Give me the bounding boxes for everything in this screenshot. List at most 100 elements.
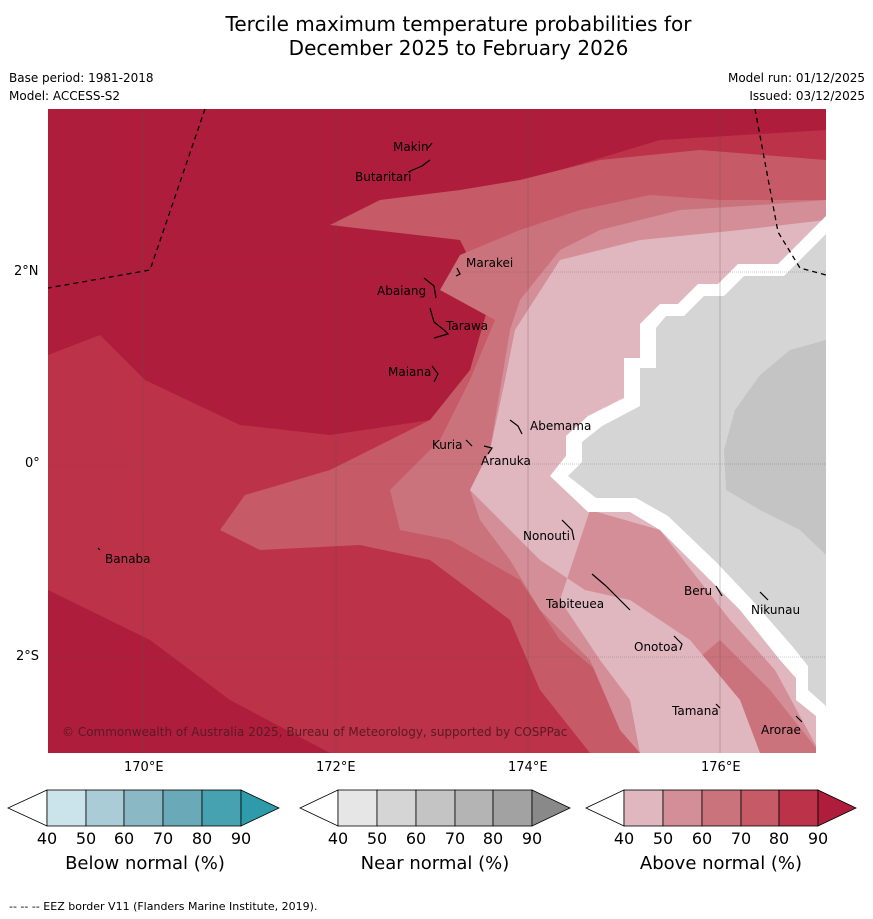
- island-tabiteuea: [591, 573, 631, 611]
- meta-left: Base period: 1981-2018 Model: ACCESS-S2: [9, 69, 154, 105]
- label-beru: Beru: [684, 584, 712, 598]
- tick-below-80: 80: [191, 829, 213, 848]
- label-butaritari: Butaritari: [355, 170, 412, 184]
- tick-near-90: 90: [521, 829, 543, 848]
- model-run: Model run: 01/12/2025: [727, 71, 865, 85]
- place-labels: Makin Butaritari Marakei Abaiang Tarawa …: [62, 140, 801, 739]
- cbar-near-0: [337, 789, 378, 827]
- island-kuria: [465, 439, 473, 447]
- eez-east: [754, 109, 826, 276]
- tick-below-50: 50: [75, 829, 97, 848]
- cbar-above-2: [701, 789, 742, 827]
- eez-west: [48, 109, 206, 289]
- island-tamana: [715, 703, 721, 709]
- near-normal-region: [568, 234, 826, 706]
- cbar-above-3: [740, 789, 780, 827]
- island-abaiang: [423, 277, 437, 299]
- colorbar-near: [299, 789, 571, 827]
- cbar-below-2: [123, 789, 164, 827]
- cbar-near-3: [454, 789, 494, 827]
- tick-below-60: 60: [113, 829, 135, 848]
- label-nikunau: Nikunau: [751, 603, 800, 617]
- cbar-near-max: [531, 789, 571, 827]
- island-banaba: [97, 547, 101, 551]
- island-arorae: [795, 715, 803, 723]
- label-abaiang: Abaiang: [377, 284, 426, 298]
- cbar-near-1: [376, 789, 417, 827]
- island-beru: [715, 585, 723, 597]
- label-marakei: Marakei: [466, 256, 513, 270]
- tick-near-80: 80: [482, 829, 504, 848]
- meta-right: Model run: 01/12/2025 Issued: 03/12/2025: [728, 69, 865, 105]
- tick-near-40: 40: [327, 829, 349, 848]
- cbar-above-min: [585, 789, 625, 827]
- cbar-above-0: [623, 789, 664, 827]
- lat-label-0: 0°: [25, 456, 40, 471]
- gridlines: [48, 109, 826, 753]
- near-normal-inner: [724, 340, 826, 555]
- tick-above-60: 60: [691, 829, 713, 848]
- lon-label-172e: 172°E: [316, 760, 356, 775]
- label-onotoa: Onotoa: [634, 640, 678, 654]
- label-banaba: Banaba: [105, 552, 151, 566]
- label-nonouti: Nonouti: [523, 529, 570, 543]
- cbar-near-2: [415, 789, 456, 827]
- title-line-2: December 2025 to February 2026: [288, 36, 629, 60]
- copyright-text: © Commonwealth of Australia 2025, Bureau…: [62, 725, 567, 739]
- title-line-1: Tercile maximum temperature probabilitie…: [225, 12, 692, 36]
- label-abemama: Abemama: [530, 419, 591, 433]
- tick-near-60: 60: [405, 829, 427, 848]
- island-maiana: [431, 365, 439, 383]
- cbar-below-3: [162, 789, 203, 827]
- label-tamana: Tamana: [671, 704, 719, 718]
- label-tarawa: Tarawa: [445, 319, 488, 333]
- tick-near-70: 70: [444, 829, 466, 848]
- cbar-above-max: [817, 789, 857, 827]
- colorbar-below: [7, 789, 280, 827]
- map-area: Makin Butaritari Marakei Abaiang Tarawa …: [48, 109, 826, 753]
- cbar-below-0: [46, 789, 87, 827]
- lat-label-2n: 2°N: [14, 264, 39, 279]
- cbar-below-min: [7, 789, 48, 827]
- islands: [97, 142, 803, 723]
- island-abemama: [509, 419, 523, 435]
- tick-above-90: 90: [807, 829, 829, 848]
- cbar-above-1: [662, 789, 703, 827]
- cbar-near-4: [492, 789, 533, 827]
- cbar-near-min: [299, 789, 339, 827]
- island-butaritari: [407, 159, 431, 173]
- cbar-near-title: Near normal (%): [360, 853, 510, 874]
- label-kuria: Kuria: [432, 438, 463, 452]
- island-makin: [427, 142, 433, 149]
- issued-date: Issued: 03/12/2025: [749, 89, 865, 103]
- lon-label-170e: 170°E: [124, 760, 164, 775]
- cbar-below-max: [240, 789, 280, 827]
- tick-below-70: 70: [152, 829, 174, 848]
- lon-label-176e: 176°E: [701, 760, 741, 775]
- eez-footer-note: -- -- -- EEZ border V11 (Flanders Marine…: [9, 900, 318, 913]
- lat-label-2s: 2°S: [16, 649, 40, 664]
- cbar-above-title: Above normal (%): [639, 853, 803, 874]
- tick-below-90: 90: [230, 829, 252, 848]
- label-aranuka: Aranuka: [481, 454, 531, 468]
- tick-above-80: 80: [768, 829, 790, 848]
- eez-borders: [48, 109, 826, 289]
- cbar-below-1: [85, 789, 125, 827]
- island-nikunau: [759, 591, 769, 601]
- lon-label-174e: 174°E: [508, 760, 548, 775]
- tick-near-50: 50: [366, 829, 388, 848]
- label-arorae: Arorae: [761, 723, 801, 737]
- label-makin: Makin: [393, 140, 429, 154]
- map-title: Tercile maximum temperature probabilitie…: [0, 12, 873, 60]
- cbar-above-4: [778, 789, 819, 827]
- model-name: Model: ACCESS-S2: [9, 89, 121, 103]
- tick-above-40: 40: [613, 829, 635, 848]
- label-tabiteuea: Tabiteuea: [545, 597, 604, 611]
- island-marakei: [455, 267, 461, 277]
- cbar-below-4: [201, 789, 242, 827]
- label-maiana: Maiana: [388, 365, 431, 379]
- island-aranuka: [483, 445, 493, 455]
- tick-below-40: 40: [36, 829, 58, 848]
- colorbar-above: [585, 789, 857, 827]
